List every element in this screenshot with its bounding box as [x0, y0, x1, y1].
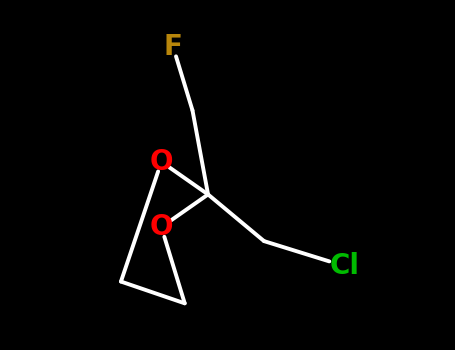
- Text: O: O: [150, 148, 173, 176]
- Text: Cl: Cl: [329, 252, 359, 280]
- Text: F: F: [164, 33, 182, 61]
- Text: O: O: [150, 213, 173, 241]
